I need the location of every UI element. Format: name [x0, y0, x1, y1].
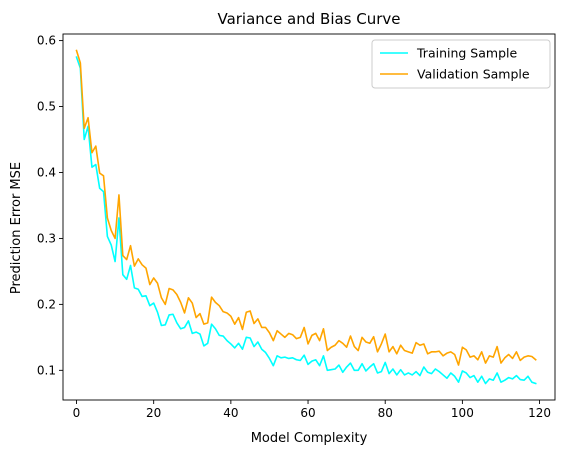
y-tick-label: 0.3: [37, 231, 56, 245]
y-tick-label: 0.5: [37, 100, 56, 114]
legend-box: [371, 39, 551, 89]
plot-area: [75, 49, 537, 385]
legend-label: Training Sample: [416, 46, 517, 61]
x-tick-label: 80: [378, 406, 393, 420]
x-tick-label: 60: [300, 406, 315, 420]
chart-title: Variance and Bias Curve: [217, 10, 400, 28]
y-tick-label: 0.2: [37, 297, 56, 311]
x-tick-label: 0: [73, 406, 81, 420]
x-tick-label: 120: [528, 406, 551, 420]
series-line-training-sample: [75, 56, 537, 385]
x-tick-label: 20: [146, 406, 161, 420]
plot-frame: [62, 33, 556, 401]
y-tick-label: 0.1: [37, 363, 56, 377]
axes: 0 20 40 60 80 100 120 0.1 0.2 0.3 0.4 0.5 0.6: [37, 33, 556, 420]
x-axis-label: Model Complexity: [251, 431, 368, 446]
y-tick-label: 0.4: [37, 165, 56, 179]
y-axis-label: Prediction Error MSE: [9, 162, 24, 294]
series-line-validation-sample: [75, 49, 537, 366]
legend: Training Sample Validation Sample: [371, 39, 551, 89]
x-tick-label: 100: [451, 406, 474, 420]
legend-label: Validation Sample: [417, 67, 530, 82]
y-tick-label: 0.6: [37, 34, 56, 48]
x-tick-label: 40: [223, 406, 238, 420]
